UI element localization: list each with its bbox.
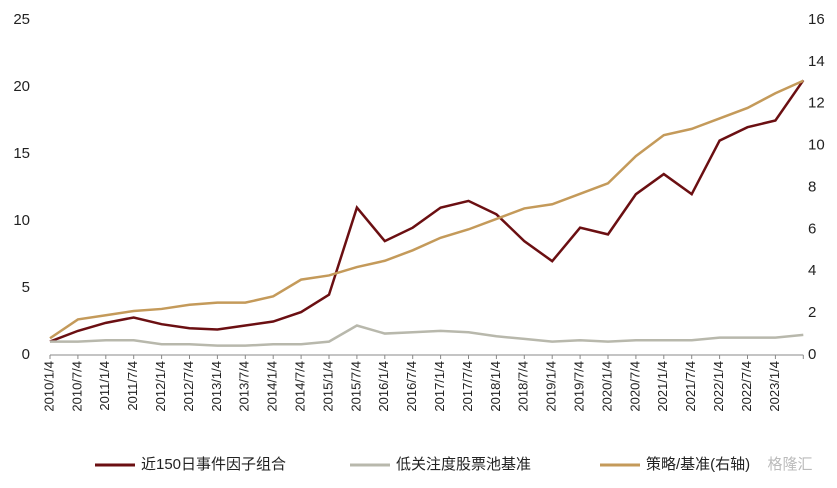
- x-tick-label: 2018/1/4: [488, 361, 503, 412]
- x-tick-label: 2016/7/4: [404, 361, 419, 412]
- x-tick-label: 2010/7/4: [69, 361, 84, 412]
- series-line: [49, 79, 804, 340]
- y2-tick-label: 16: [808, 11, 825, 28]
- x-tick-label: 2020/7/4: [627, 361, 642, 412]
- y-tick-label: 20: [13, 78, 30, 95]
- x-tick-label: 2019/7/4: [572, 361, 587, 412]
- y-tick-label: 5: [22, 279, 30, 296]
- y-tick-label: 10: [13, 212, 30, 229]
- x-tick-label: 2014/7/4: [293, 361, 308, 412]
- legend-label: 策略/基准(右轴): [646, 456, 750, 473]
- y-tick-label: 15: [13, 145, 30, 162]
- x-tick-label: 2021/1/4: [655, 361, 670, 412]
- x-tick-label: 2020/1/4: [599, 361, 614, 412]
- y2-tick-label: 6: [808, 220, 816, 237]
- x-tick-label: 2016/1/4: [376, 361, 391, 412]
- y2-tick-label: 12: [808, 95, 825, 112]
- x-tick-label: 2017/1/4: [432, 361, 447, 412]
- y2-tick-label: 4: [808, 262, 816, 279]
- x-tick-label: 2023/1/4: [767, 361, 782, 412]
- series-line: [49, 79, 805, 343]
- x-tick-label: 2022/7/4: [739, 361, 754, 412]
- y2-tick-label: 0: [808, 346, 816, 363]
- x-tick-label: 2021/7/4: [683, 361, 698, 412]
- y2-tick-label: 8: [808, 178, 816, 195]
- x-tick-label: 2012/7/4: [181, 361, 196, 412]
- legend-label: 低关注度股票池基准: [396, 456, 531, 473]
- series-line: [50, 324, 804, 347]
- y-tick-label: 25: [13, 11, 30, 28]
- x-tick-label: 2018/7/4: [516, 361, 531, 412]
- x-tick-label: 2014/1/4: [265, 361, 280, 412]
- x-tick-label: 2015/7/4: [348, 361, 363, 412]
- x-tick-label: 2011/7/4: [125, 361, 140, 411]
- y2-tick-label: 2: [808, 304, 816, 321]
- x-tick-label: 2011/1/4: [97, 361, 112, 411]
- x-tick-label: 2012/1/4: [153, 361, 168, 412]
- watermark: 格隆汇: [767, 456, 812, 473]
- y2-tick-label: 14: [808, 53, 825, 70]
- x-tick-label: 2022/1/4: [711, 361, 726, 412]
- y-tick-label: 0: [22, 346, 30, 363]
- x-tick-label: 2015/1/4: [320, 361, 335, 412]
- x-tick-label: 2019/1/4: [544, 361, 559, 412]
- y2-tick-label: 10: [808, 137, 825, 154]
- x-tick-label: 2013/1/4: [209, 361, 224, 412]
- x-tick-label: 2017/7/4: [460, 361, 475, 412]
- x-tick-label: 2013/7/4: [237, 361, 252, 412]
- x-tick-label: 2010/1/4: [41, 361, 56, 412]
- legend-label: 近150日事件因子组合: [141, 456, 286, 473]
